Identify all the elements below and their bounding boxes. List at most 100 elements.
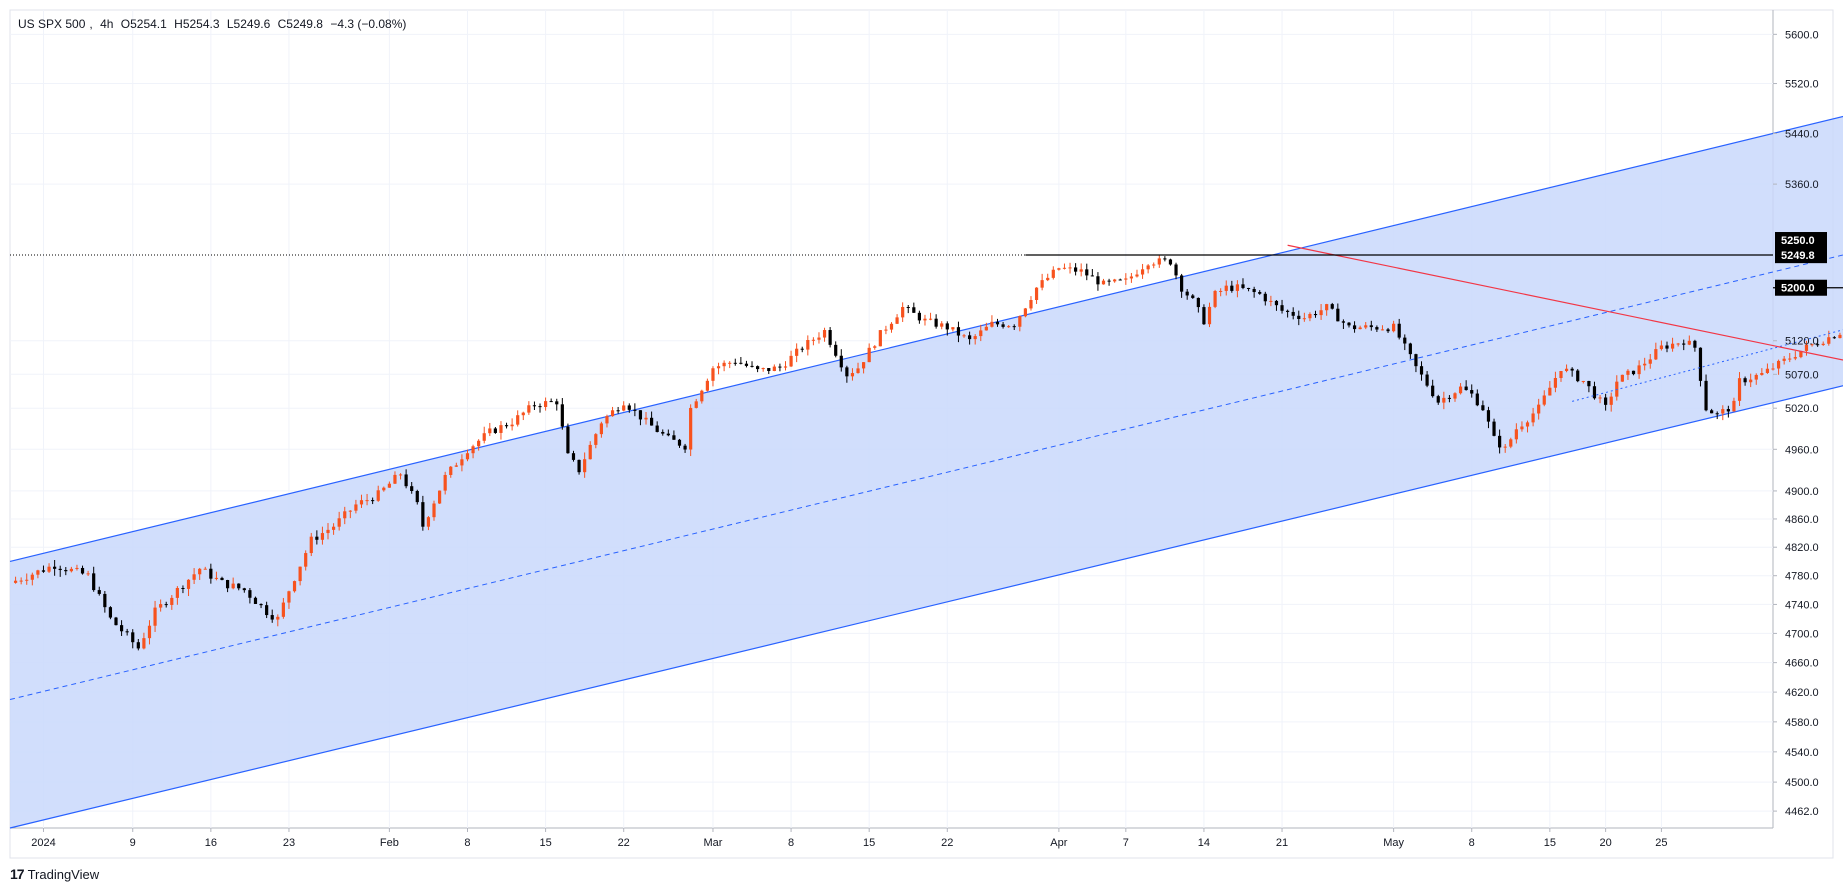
time-tick-label: 21 (1276, 837, 1288, 849)
candle-body (1436, 396, 1440, 403)
time-tick-label: 15 (863, 837, 875, 849)
candle-body (1101, 280, 1106, 285)
candle-body (1726, 409, 1730, 412)
candle-body (1219, 290, 1223, 292)
symbol-name[interactable]: US SPX 500 (18, 17, 86, 31)
candle-body (739, 362, 743, 364)
candle-body (1007, 326, 1011, 328)
candle-body (1559, 371, 1563, 379)
candle-body (1710, 410, 1714, 414)
candle-body (795, 348, 799, 356)
candle-body (58, 568, 62, 571)
candle-body (1369, 325, 1373, 328)
candle-body (1325, 304, 1329, 311)
candle-body (923, 318, 927, 321)
candle-body (175, 587, 179, 598)
candle-body (599, 423, 603, 435)
candle-body (1180, 275, 1184, 292)
interval-label[interactable]: 4h (100, 17, 114, 31)
candle-body (1079, 269, 1083, 272)
candle-body (19, 580, 23, 582)
time-tick-label: Apr (1050, 837, 1067, 849)
candle-body (700, 390, 704, 402)
candle-body (1604, 397, 1608, 405)
time-axis[interactable]: 2024 9 16 23 Feb 8 15 22 Mar 8 15 22 Apr 7 14 21 May 8 15 2… (31, 828, 1668, 849)
candle-body (493, 428, 497, 433)
candle-body (1447, 397, 1452, 399)
candle-body (610, 410, 615, 417)
candle-body (510, 424, 514, 427)
candle-body (1470, 390, 1474, 394)
time-tick-label: 15 (1544, 837, 1556, 849)
candle-body (281, 602, 285, 617)
candle-body (114, 617, 118, 626)
candle-body (1637, 365, 1641, 375)
candle-body (1704, 380, 1708, 411)
candle-body (845, 367, 849, 377)
candle-body (940, 323, 944, 327)
candle-body (1263, 293, 1267, 302)
candle-body (432, 503, 436, 518)
candle-body (850, 373, 855, 377)
candle-body (220, 577, 224, 581)
candle-body (1224, 285, 1228, 291)
candle-body (1503, 446, 1507, 448)
candle-body (1643, 363, 1647, 366)
resistance-trendline[interactable] (1287, 244, 1843, 371)
price-tag-label: 5250.0 (1781, 235, 1815, 247)
candle-body (337, 518, 341, 527)
time-tick-label: 15 (539, 837, 551, 849)
candle-body (867, 347, 871, 363)
candle-body (1074, 267, 1078, 272)
candle-body (214, 577, 219, 579)
candle-body (1682, 343, 1686, 345)
candle-body (265, 605, 269, 616)
candle-body (13, 580, 18, 583)
candle-body (164, 604, 168, 606)
candle-body (326, 529, 330, 534)
candle-body (1062, 267, 1067, 269)
channel-median-line[interactable] (9, 210, 1843, 701)
channel-lower-line[interactable] (9, 341, 1843, 829)
candle-body (1810, 344, 1814, 346)
ohlc-low: L5249.6 (226, 17, 271, 31)
time-tick-label: 2024 (31, 837, 55, 849)
candle-body (912, 307, 916, 313)
candle-body (47, 566, 51, 572)
price-tick-label: 4780.0 (1785, 571, 1819, 583)
candle-body (387, 483, 391, 488)
candle-body (571, 453, 576, 460)
candle-body (1174, 264, 1178, 276)
candle-body (153, 607, 157, 626)
candle-body (103, 593, 107, 608)
candle-body (928, 318, 933, 320)
candle-body (577, 459, 581, 473)
candle-body (92, 573, 96, 591)
candle-body (895, 317, 899, 324)
price-tags: 5250.0 5249.8 5200.0 (1775, 232, 1827, 296)
candle-body (1034, 287, 1039, 300)
candle-body (359, 500, 364, 505)
candle-body (772, 366, 776, 371)
tradingview-logo[interactable]: 17 TradingView (10, 866, 99, 882)
price-tick-label: 4700.0 (1785, 628, 1819, 640)
candle-body (672, 435, 676, 440)
price-tick-label: 5360.0 (1785, 179, 1819, 191)
candle-body (1687, 340, 1691, 345)
price-axis[interactable]: 5600.0 5520.0 5440.0 5360.0 5120.0 5070.0 5020… (1773, 29, 1819, 818)
candle-body (834, 344, 838, 356)
candle-body (108, 607, 113, 618)
candle-body (25, 579, 29, 581)
candle-body (1163, 258, 1167, 260)
candle-body (1531, 413, 1535, 423)
price-tick-label: 4960.0 (1785, 444, 1819, 456)
candle-body (873, 346, 877, 348)
candle-body (1046, 277, 1050, 281)
candle-body (1152, 264, 1156, 266)
candle-body (1520, 426, 1524, 430)
candle-body (97, 590, 101, 594)
price-tick-label: 5600.0 (1785, 29, 1819, 41)
candle-body (728, 362, 732, 364)
candle-body (644, 417, 648, 420)
